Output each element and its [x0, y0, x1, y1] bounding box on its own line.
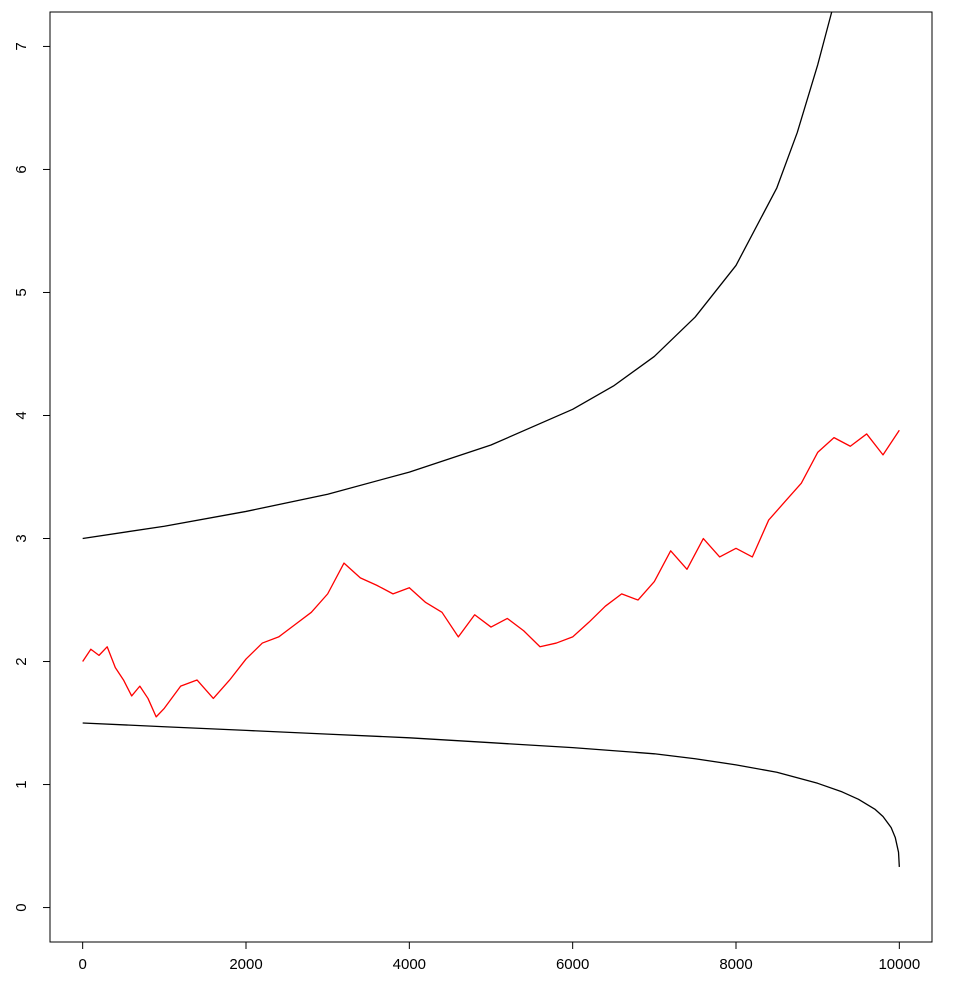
y-tick-label: 6: [13, 165, 30, 173]
series-line-3: [82, 722, 900, 867]
series-line-2: [82, 429, 900, 718]
x-tick-label: 10000: [878, 956, 920, 973]
x-tick-label: 2000: [229, 956, 262, 973]
y-tick-label: 3: [13, 534, 30, 542]
y-axis: 0 1 2 3 4 5 6 7: [13, 42, 51, 912]
x-tick-label: 4000: [393, 956, 426, 973]
x-tick-label: 6000: [556, 956, 589, 973]
plot-frame: [49, 11, 933, 943]
series-layer: [82, 12, 900, 867]
series-line-1: [82, 12, 833, 540]
y-tick-label: 5: [13, 288, 30, 296]
y-tick-label: 2: [13, 657, 30, 665]
y-tick-label: 1: [13, 780, 30, 788]
y-tick-label: 7: [13, 42, 30, 50]
x-tick-label: 0: [78, 956, 86, 973]
y-tick-label: 0: [13, 903, 30, 911]
x-axis: 0 2000 4000 6000 8000 10000: [78, 941, 920, 973]
y-tick-label: 4: [13, 411, 30, 419]
x-tick-label: 8000: [719, 956, 752, 973]
